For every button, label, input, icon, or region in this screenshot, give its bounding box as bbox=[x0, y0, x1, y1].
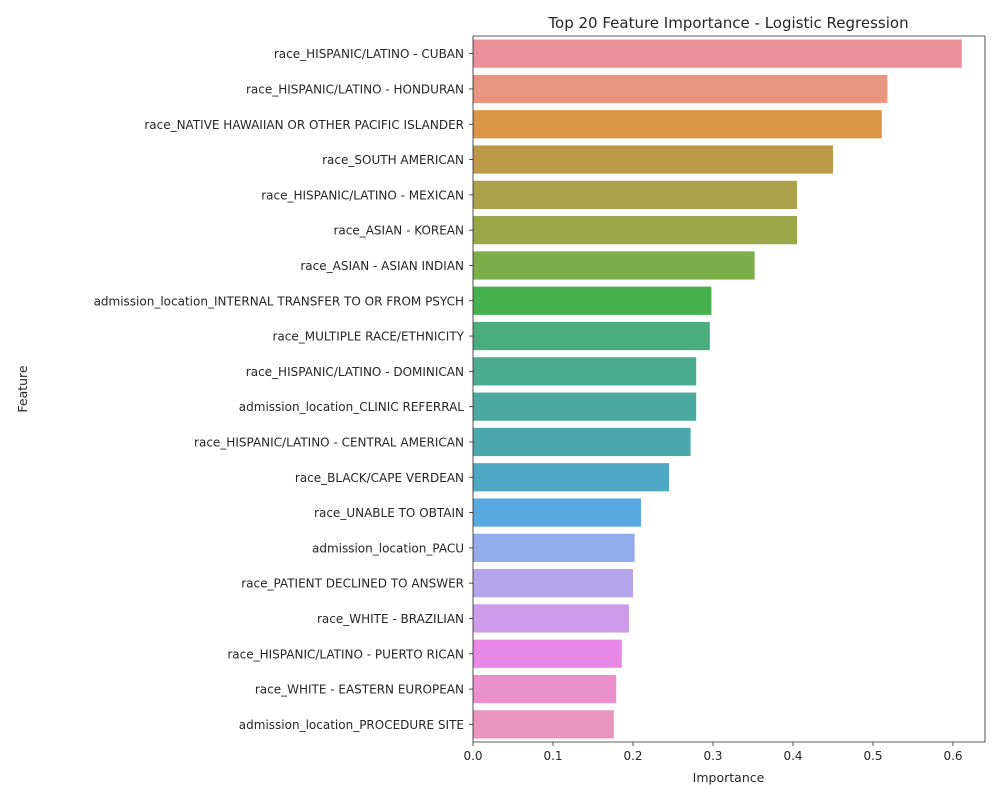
bar bbox=[473, 39, 962, 68]
y-tick-label: admission_location_INTERNAL TRANSFER TO … bbox=[94, 294, 464, 308]
bar bbox=[473, 180, 797, 209]
y-tick-label: race_HISPANIC/LATINO - DOMINICAN bbox=[246, 365, 464, 379]
y-tick-label: race_ASIAN - KOREAN bbox=[333, 224, 464, 238]
x-tick-label: 0.3 bbox=[703, 749, 722, 763]
bar bbox=[473, 357, 697, 386]
bar bbox=[473, 569, 633, 598]
bar bbox=[473, 321, 710, 351]
bar bbox=[473, 639, 622, 668]
y-tick-label: race_HISPANIC/LATINO - HONDURAN bbox=[246, 82, 464, 96]
y-tick-label: race_SOUTH AMERICAN bbox=[322, 153, 464, 167]
y-tick-label: race_BLACK/CAPE VERDEAN bbox=[295, 471, 464, 485]
bar bbox=[473, 604, 629, 633]
x-tick-label: 0.4 bbox=[783, 749, 802, 763]
bar bbox=[473, 251, 755, 280]
y-tick-label: admission_location_PACU bbox=[312, 541, 464, 555]
y-tick-label: race_HISPANIC/LATINO - CENTRAL AMERICAN bbox=[194, 435, 464, 449]
x-tick-label: 0.5 bbox=[863, 749, 882, 763]
x-tick-label: 0.2 bbox=[623, 749, 642, 763]
bar bbox=[473, 74, 888, 104]
y-tick-label: admission_location_PROCEDURE SITE bbox=[239, 718, 464, 732]
y-tick-label: race_WHITE - EASTERN EUROPEAN bbox=[255, 683, 464, 697]
bar bbox=[473, 392, 697, 421]
y-tick-label: race_NATIVE HAWAIIAN OR OTHER PACIFIC IS… bbox=[144, 118, 464, 132]
y-tick-label: race_ASIAN - ASIAN INDIAN bbox=[300, 259, 464, 273]
y-axis-label: Feature bbox=[15, 365, 30, 413]
y-tick-label: race_WHITE - BRAZILIAN bbox=[317, 612, 464, 626]
bar bbox=[473, 498, 641, 527]
chart-title: Top 20 Feature Importance - Logistic Reg… bbox=[547, 14, 908, 32]
x-tick-label: 0.0 bbox=[463, 749, 482, 763]
y-tick-label: race_HISPANIC/LATINO - PUERTO RICAN bbox=[227, 647, 464, 661]
y-axis-ticks: race_HISPANIC/LATINO - CUBAN race_HISPANI… bbox=[94, 47, 473, 732]
bar bbox=[473, 216, 797, 245]
y-tick-label: admission_location_CLINIC REFERRAL bbox=[239, 400, 465, 414]
bar bbox=[473, 463, 669, 492]
y-tick-label: race_HISPANIC/LATINO - CUBAN bbox=[274, 47, 464, 61]
y-tick-label: race_PATIENT DECLINED TO ANSWER bbox=[241, 577, 464, 591]
bar bbox=[473, 427, 691, 457]
bars-group bbox=[473, 39, 962, 739]
x-tick-label: 0.1 bbox=[543, 749, 562, 763]
x-axis-label: Importance bbox=[693, 770, 765, 785]
bar bbox=[473, 710, 614, 739]
y-tick-label: race_MULTIPLE RACE/ETHNICITY bbox=[272, 330, 464, 344]
bar bbox=[473, 145, 833, 174]
y-tick-label: race_UNABLE TO OBTAIN bbox=[314, 506, 464, 520]
x-axis-ticks: 0.0 0.1 0.2 0.3 0.4 0.5 0.6 bbox=[463, 742, 963, 763]
x-tick-label: 0.6 bbox=[943, 749, 962, 763]
bar bbox=[473, 533, 635, 562]
bar bbox=[473, 286, 712, 315]
bar bbox=[473, 674, 617, 704]
bar bbox=[473, 110, 882, 139]
y-tick-label: race_HISPANIC/LATINO - MEXICAN bbox=[261, 188, 464, 202]
